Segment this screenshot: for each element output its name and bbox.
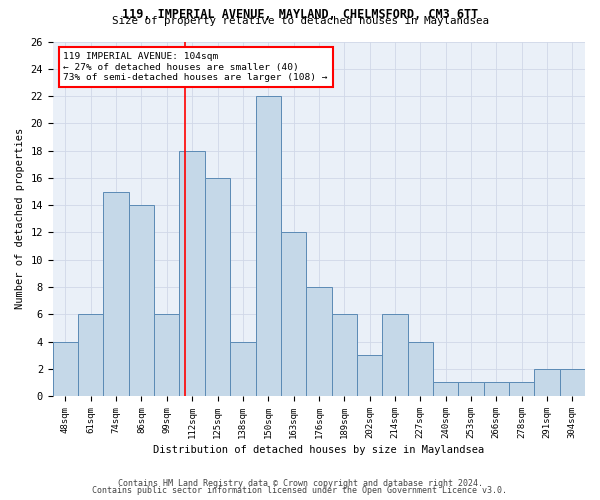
Bar (205, 178, 230, 396)
Bar (179, 150, 205, 396)
Text: 119 IMPERIAL AVENUE: 104sqm
← 27% of detached houses are smaller (40)
73% of sem: 119 IMPERIAL AVENUE: 104sqm ← 27% of det… (64, 52, 328, 82)
Bar (332, 314, 357, 396)
Bar (535, 369, 560, 396)
Bar (78, 314, 103, 396)
Text: Contains HM Land Registry data © Crown copyright and database right 2024.: Contains HM Land Registry data © Crown c… (118, 478, 482, 488)
Text: Size of property relative to detached houses in Maylandsea: Size of property relative to detached ho… (112, 16, 488, 26)
Bar (154, 314, 179, 396)
Bar (281, 232, 306, 396)
X-axis label: Distribution of detached houses by size in Maylandsea: Distribution of detached houses by size … (153, 445, 485, 455)
Bar (357, 355, 382, 396)
Text: Contains public sector information licensed under the Open Government Licence v3: Contains public sector information licen… (92, 486, 508, 495)
Bar (53, 342, 78, 396)
Bar (560, 369, 585, 396)
Y-axis label: Number of detached properties: Number of detached properties (15, 128, 25, 310)
Bar (103, 192, 129, 396)
Bar (256, 96, 281, 396)
Text: 119, IMPERIAL AVENUE, MAYLAND, CHELMSFORD, CM3 6TT: 119, IMPERIAL AVENUE, MAYLAND, CHELMSFOR… (122, 8, 478, 20)
Bar (129, 205, 154, 396)
Bar (382, 314, 407, 396)
Bar (230, 342, 256, 396)
Bar (306, 287, 332, 396)
Bar (458, 382, 484, 396)
Bar (484, 382, 509, 396)
Bar (433, 382, 458, 396)
Bar (407, 342, 433, 396)
Bar (509, 382, 535, 396)
